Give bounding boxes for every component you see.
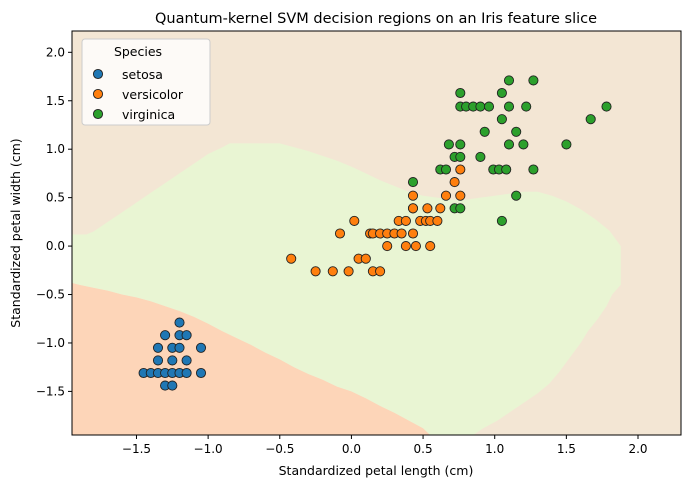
point-virginica <box>455 203 466 214</box>
point-virginica <box>496 87 507 99</box>
point-virginica <box>455 87 466 99</box>
point-virginica <box>511 190 522 201</box>
point-virginica <box>475 151 486 162</box>
x-tick-label: 1.5 <box>557 442 576 456</box>
x-tick-label: −1.0 <box>194 442 223 456</box>
point-versicolor <box>455 190 466 201</box>
legend-marker-setosa <box>92 68 104 80</box>
point-versicolor <box>382 241 393 252</box>
y-axis: −1.5 −1.0 −0.5 0.0 0.5 1.0 1.5 2.0 <box>36 45 72 398</box>
point-virginica <box>528 164 539 175</box>
point-virginica <box>483 101 495 112</box>
decision-regions <box>72 31 681 435</box>
point-versicolor <box>286 253 297 264</box>
point-versicolor <box>432 215 443 226</box>
y-tick-label: 2.0 <box>46 45 65 59</box>
legend-label-versicolor: versicolor <box>122 87 184 102</box>
point-versicolor <box>360 253 371 264</box>
point-virginica <box>503 75 515 86</box>
point-virginica <box>518 139 529 150</box>
x-tick-label: 1.0 <box>485 442 504 456</box>
point-versicolor <box>410 241 421 252</box>
point-virginica <box>528 75 539 86</box>
x-tick-label: 0.5 <box>414 442 433 456</box>
point-virginica <box>455 139 466 150</box>
point-versicolor <box>334 228 346 239</box>
point-virginica <box>440 164 452 175</box>
point-versicolor <box>327 266 338 277</box>
legend-label-virginica: virginica <box>122 107 175 122</box>
point-virginica <box>501 164 512 175</box>
data-points <box>138 75 612 391</box>
point-virginica <box>443 139 454 150</box>
chart-title: Quantum-kernel SVM decision regions on a… <box>155 11 597 27</box>
y-tick-label: 0.5 <box>46 191 65 205</box>
point-virginica <box>511 126 522 137</box>
point-versicolor <box>349 215 360 226</box>
point-versicolor <box>400 215 411 226</box>
point-virginica <box>479 126 490 137</box>
x-axis: −1.5 −1.0 −0.5 0.0 0.5 1.0 1.5 2.0 <box>122 435 648 456</box>
y-tick-label: 0.0 <box>46 239 65 253</box>
point-versicolor <box>396 228 407 239</box>
point-setosa <box>195 342 207 353</box>
plot-frame <box>71 30 682 436</box>
point-setosa <box>174 317 185 328</box>
point-versicolor <box>455 164 466 175</box>
point-versicolor <box>425 241 436 252</box>
legend-box <box>81 38 211 126</box>
legend-marker-versicolor <box>92 88 104 100</box>
point-versicolor <box>310 266 321 277</box>
point-setosa <box>167 355 178 366</box>
point-virginica <box>601 101 612 112</box>
x-tick-label: 0.0 <box>342 442 361 456</box>
y-tick-label: −1.5 <box>36 384 65 398</box>
point-setosa <box>195 367 207 379</box>
y-tick-label: −1.0 <box>36 336 65 350</box>
point-virginica <box>496 114 507 125</box>
region-versicolor <box>72 143 621 435</box>
point-versicolor <box>435 203 446 214</box>
point-versicolor <box>407 203 419 214</box>
point-setosa <box>160 330 171 341</box>
point-virginica <box>585 114 596 125</box>
point-setosa <box>181 330 192 341</box>
point-versicolor <box>407 228 419 239</box>
point-versicolor <box>449 177 460 188</box>
x-tick-label: 2.0 <box>628 442 647 456</box>
x-axis-label: Standardized petal length (cm) <box>279 463 474 478</box>
legend-marker-virginica <box>92 108 104 120</box>
point-setosa <box>167 380 178 391</box>
point-versicolor <box>407 190 419 201</box>
y-tick-label: 1.0 <box>46 142 65 156</box>
point-virginica <box>503 139 515 150</box>
point-virginica <box>561 139 572 150</box>
point-versicolor <box>440 190 452 201</box>
y-tick-label: −0.5 <box>36 288 65 302</box>
point-virginica <box>521 101 532 112</box>
legend-label-setosa: setosa <box>122 67 163 82</box>
legend-title: Species <box>114 44 162 59</box>
y-tick-label: 1.5 <box>46 94 65 108</box>
point-setosa <box>174 342 185 353</box>
point-versicolor <box>400 241 411 252</box>
point-virginica <box>407 177 419 188</box>
point-setosa <box>181 355 192 366</box>
point-setosa <box>152 355 164 366</box>
region-setosa <box>72 282 431 435</box>
point-virginica <box>455 151 466 162</box>
x-tick-label: −0.5 <box>265 442 294 456</box>
legend: Species setosa versicolor virginica <box>81 38 211 126</box>
point-versicolor <box>422 203 433 214</box>
point-setosa <box>152 342 164 353</box>
point-versicolor <box>343 266 354 277</box>
point-virginica <box>503 101 515 112</box>
y-axis-label: Standardized petal width (cm) <box>8 138 23 327</box>
point-virginica <box>496 215 507 226</box>
x-tick-label: −1.5 <box>122 442 151 456</box>
point-setosa <box>181 367 192 379</box>
point-versicolor <box>375 266 386 277</box>
point-virginica <box>475 101 486 112</box>
